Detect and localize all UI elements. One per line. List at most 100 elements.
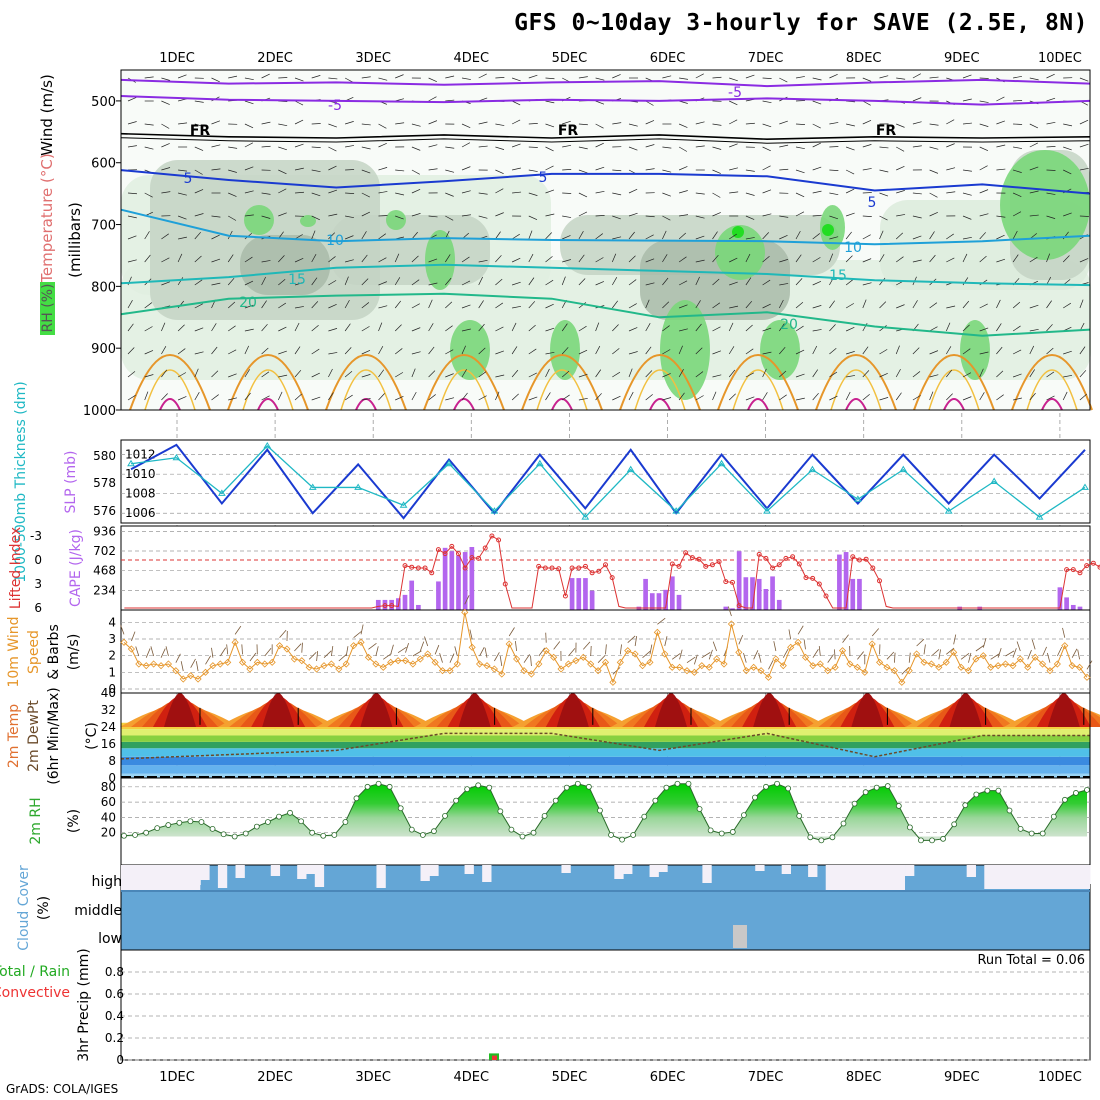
date-label-bottom: 5DEC xyxy=(552,1070,588,1085)
wind10-barb xyxy=(582,641,591,650)
wind-barb xyxy=(679,100,688,104)
wind-barb xyxy=(261,73,270,79)
wind-barb xyxy=(177,277,184,286)
wind-barb xyxy=(161,191,171,194)
wind-barb xyxy=(879,254,885,263)
wind-barb xyxy=(378,167,388,171)
wind-barb xyxy=(728,346,735,355)
wind-barb xyxy=(678,280,688,286)
wind-barb xyxy=(495,188,504,194)
wind10-point xyxy=(876,658,884,666)
cape-bar xyxy=(1057,587,1063,610)
wind-barb xyxy=(595,322,600,332)
wind10-point xyxy=(1009,662,1017,670)
wind-barb xyxy=(862,299,867,309)
wind-barb xyxy=(511,281,521,286)
isotherm-line xyxy=(120,132,1091,141)
wind-barb xyxy=(378,322,383,332)
wind10-barb xyxy=(484,647,488,658)
wind10-point xyxy=(483,662,491,670)
thickness-point xyxy=(717,459,726,467)
cape-bar xyxy=(576,578,582,610)
cloud-level-label: middle xyxy=(74,903,122,919)
wind-barb xyxy=(829,371,838,378)
wind-barb xyxy=(361,302,370,309)
wind-barb xyxy=(1012,211,1022,217)
wind-barb xyxy=(712,350,722,355)
wind-barb xyxy=(311,146,321,148)
wind-barb xyxy=(812,166,822,171)
wind10-point xyxy=(135,660,143,668)
temp-hill xyxy=(851,693,884,727)
cape-bar xyxy=(730,608,735,610)
wind-barb xyxy=(895,345,900,355)
wind10-barb xyxy=(923,644,926,655)
rh2m-point xyxy=(276,813,282,820)
wind-barb xyxy=(628,279,637,286)
wind-barb xyxy=(662,397,672,401)
wind-barb xyxy=(662,325,670,332)
wind-barb xyxy=(144,302,153,309)
lifted-index-point xyxy=(482,545,488,551)
wind-barb xyxy=(344,394,353,401)
thickness-point xyxy=(535,459,544,467)
wind10-point xyxy=(550,653,558,661)
y-axis-label-cloud: Cloud Cover xyxy=(16,865,32,951)
wind-barb xyxy=(545,279,554,286)
wind-barb xyxy=(311,324,319,332)
thickness-point xyxy=(853,495,862,502)
boundary-layer-arch xyxy=(845,398,867,411)
wind-barb xyxy=(662,373,671,378)
wind-barb xyxy=(144,254,151,263)
wind-barb xyxy=(227,254,234,263)
y-axis-label-cloud-unit: (%) xyxy=(36,896,52,920)
wind10-barb xyxy=(975,644,985,652)
wind-barb xyxy=(962,396,972,401)
wind-barb xyxy=(812,392,819,401)
wind-barb xyxy=(678,123,688,128)
boundary-layer-arch xyxy=(536,369,588,411)
wind-barb xyxy=(261,300,267,309)
wind10-barb xyxy=(931,649,940,657)
rh2m-point xyxy=(563,784,570,791)
wind-barb xyxy=(662,230,667,240)
wind10-barb xyxy=(788,629,792,640)
wind-barb xyxy=(628,327,638,332)
wind-barb xyxy=(895,368,901,378)
y-tick-label: 800 xyxy=(91,280,116,295)
wind-barb xyxy=(495,326,504,332)
wind-barb xyxy=(445,325,453,332)
wind-barb xyxy=(662,349,671,355)
wind-barb xyxy=(411,189,421,194)
wind-barb xyxy=(1063,123,1073,127)
wind10-barb xyxy=(627,635,636,643)
wind-barb xyxy=(1029,77,1039,81)
wind10-point xyxy=(438,667,447,675)
lifted-index-point xyxy=(476,555,482,561)
date-label-top: 5DEC xyxy=(552,51,588,66)
wind-barb xyxy=(996,234,1005,240)
wind10-point xyxy=(387,658,395,666)
cape-bar xyxy=(837,554,842,610)
wind-barb xyxy=(678,392,685,401)
wind-barb xyxy=(545,123,555,128)
wind-barb xyxy=(127,300,133,309)
wind-barb xyxy=(962,236,972,240)
wind10-point xyxy=(246,665,254,673)
wind-barb xyxy=(261,323,268,332)
wind-barb xyxy=(1013,100,1023,102)
wind-barb xyxy=(745,253,751,263)
lifted-index-point xyxy=(429,570,435,576)
temp-hill xyxy=(753,693,786,727)
wind-barb xyxy=(194,279,203,286)
wind-barb xyxy=(278,188,287,194)
wind-barb xyxy=(328,232,336,240)
wind-barb xyxy=(996,394,1004,401)
wind-barb xyxy=(979,303,988,309)
wind-barb xyxy=(779,120,788,125)
wind-barb xyxy=(896,166,905,171)
wind-barb xyxy=(378,233,386,240)
dewpoint-line xyxy=(120,732,1090,760)
wind10-point xyxy=(542,647,550,655)
isotherm-label: FR xyxy=(190,123,211,139)
